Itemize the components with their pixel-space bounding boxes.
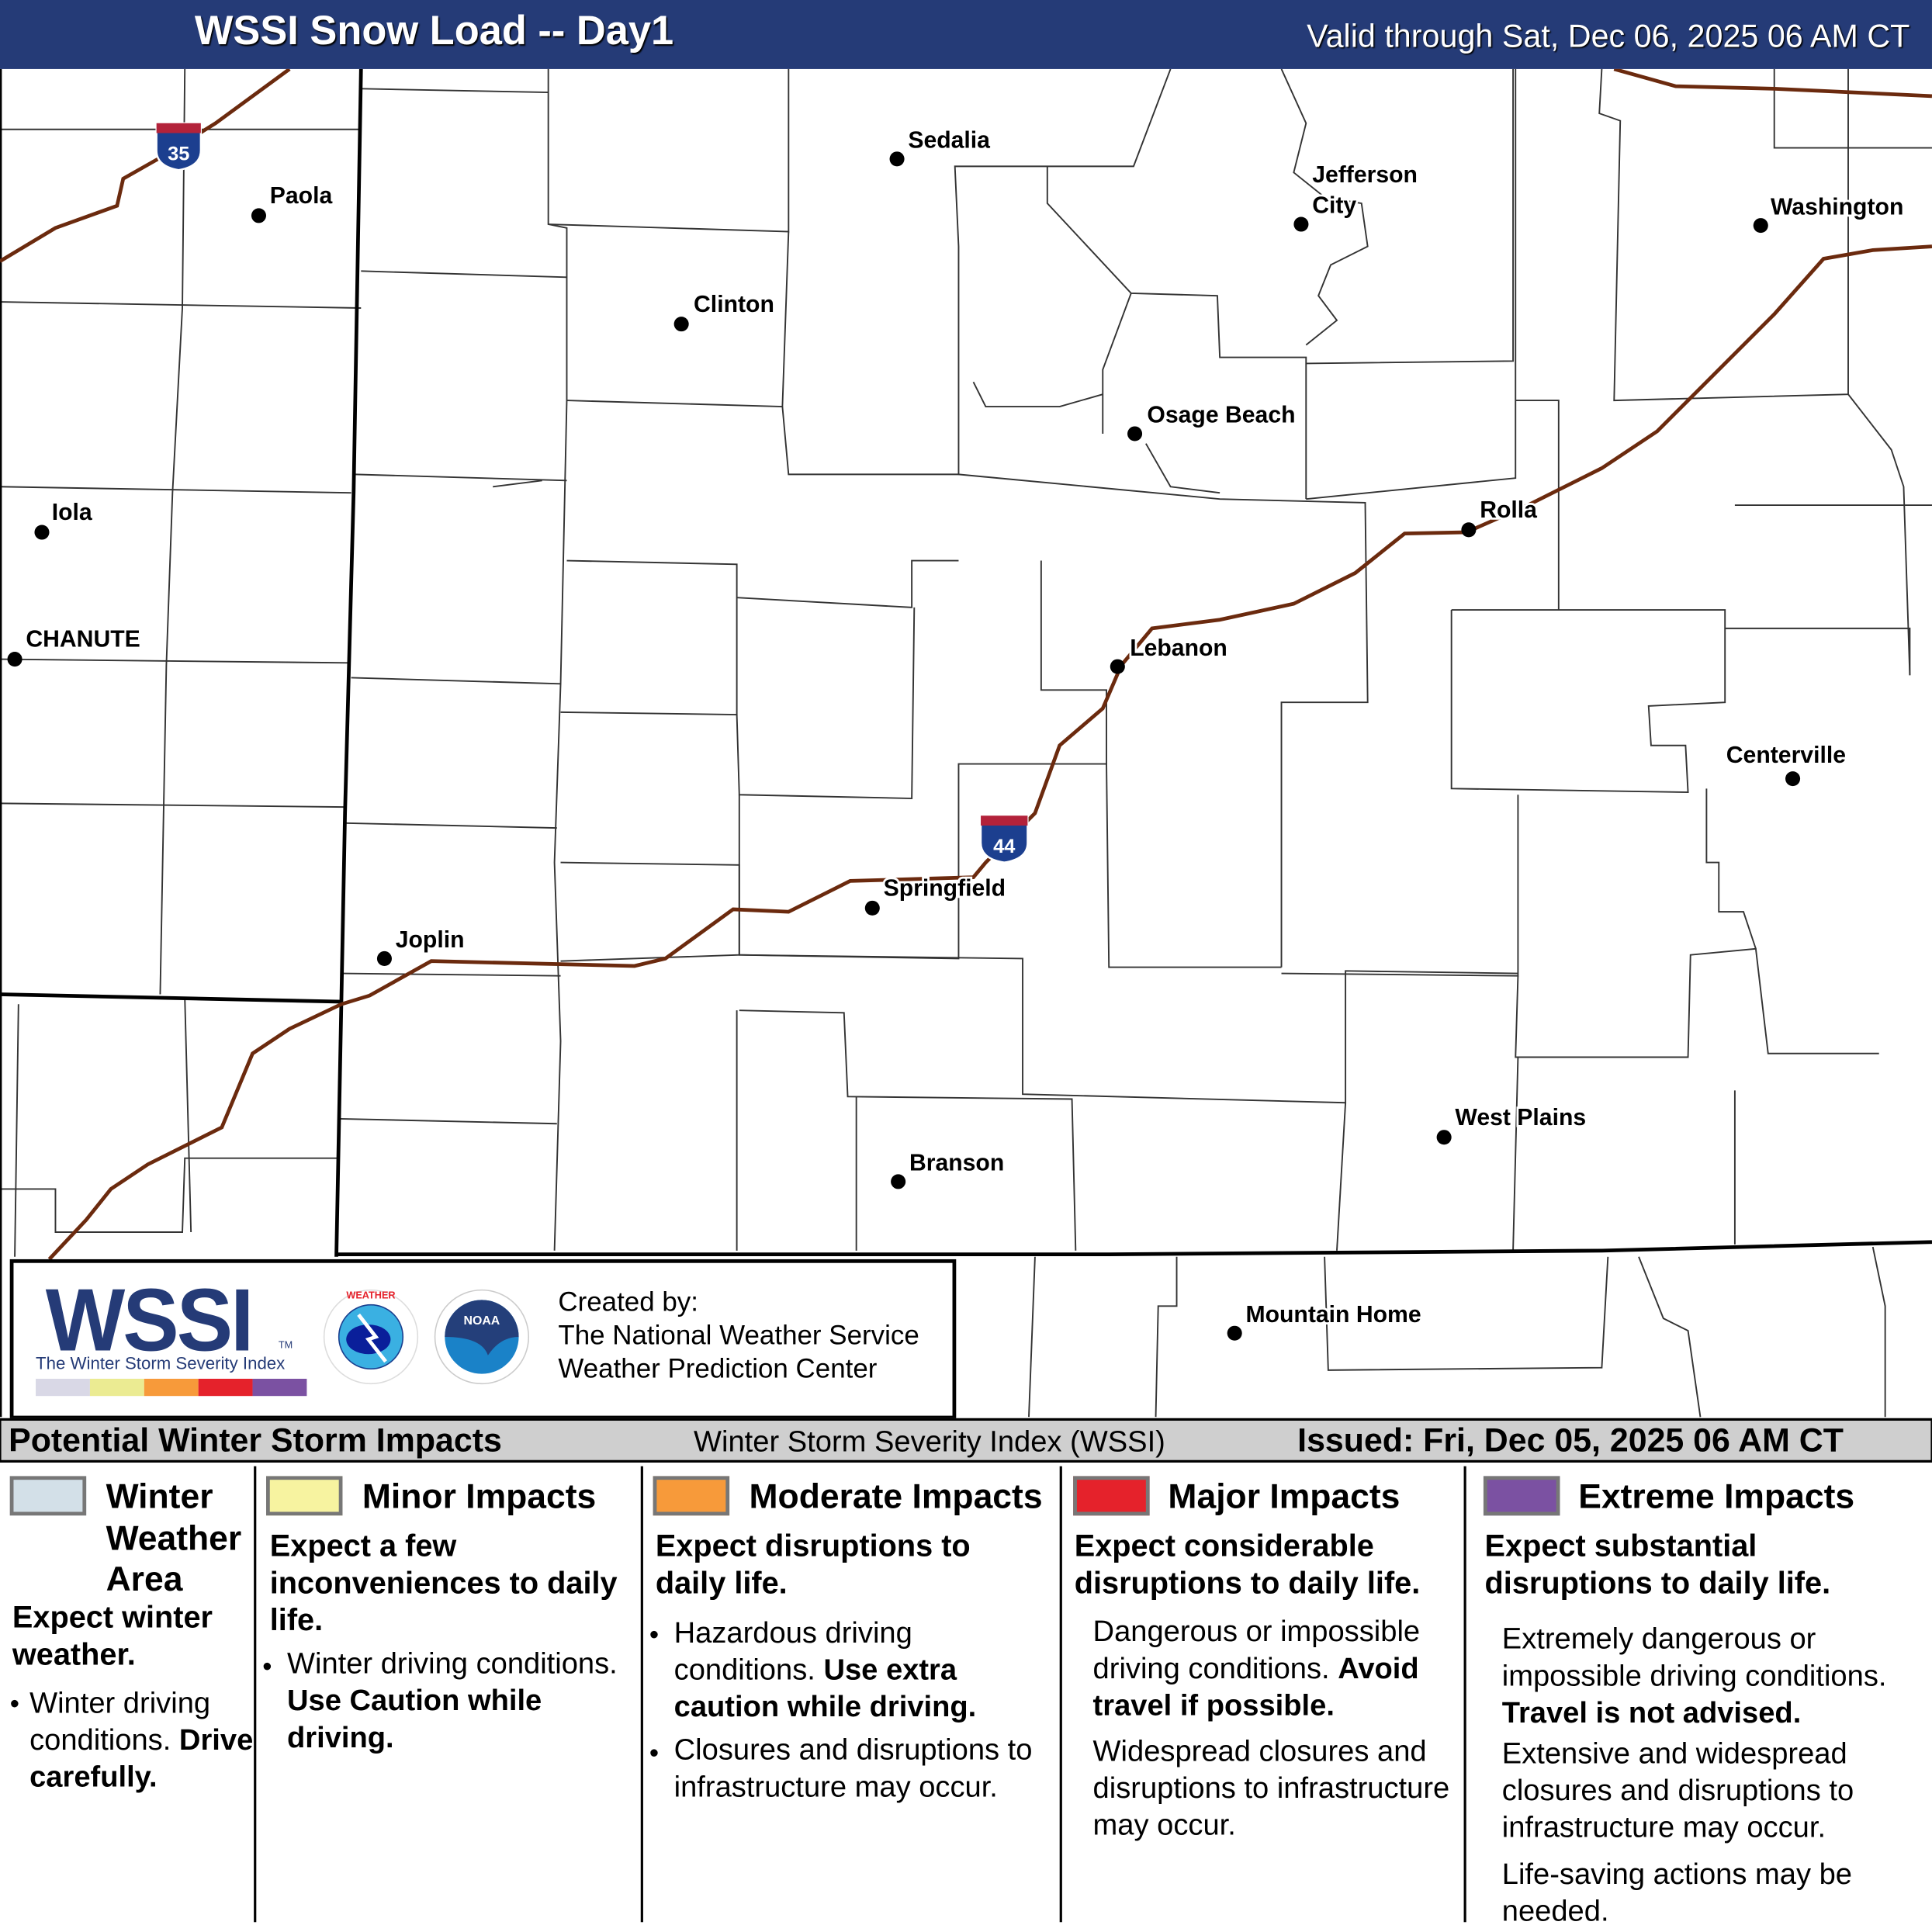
legend-title: Winter Weather Area	[106, 1477, 242, 1598]
city-springfield: Springfield	[884, 875, 1006, 901]
map-title: WSSI Snow Load -- Day1	[194, 7, 674, 54]
city-clinton: Clinton	[694, 292, 774, 317]
issued-time: Issued: Fri, Dec 05, 2025 06 AM CT	[1297, 1421, 1844, 1459]
city-centerville: Centerville	[1726, 743, 1846, 768]
header-bar: WSSI Snow Load -- Day1 Valid through Sat…	[0, 0, 1932, 69]
state-borders	[0, 68, 1932, 1418]
legend-bullet: Hazardous driving conditions. Use extra …	[673, 1616, 977, 1724]
credits-box: WSSI TM The Winter Storm Severity Index …	[9, 1259, 957, 1420]
city-washington: Washington	[1771, 194, 1903, 220]
legend-bullet: Closures and disruptions to infrastructu…	[673, 1733, 1033, 1804]
map: 35 44 Sedalia Paola Jefferson City Washi…	[0, 68, 1932, 1418]
interstate-routes	[0, 68, 1932, 1261]
city-iola: Iola	[52, 500, 92, 525]
legend-para: Extremely dangerous or impossible drivin…	[1501, 1622, 1887, 1730]
city-jefferson-2: City	[1312, 193, 1356, 219]
legend-title: Major Impacts	[1168, 1477, 1401, 1516]
county-borders	[0, 68, 1932, 1418]
interstate-44-shield: 44	[979, 815, 1029, 864]
legend-lead: Expect disruptions to daily life.	[655, 1529, 971, 1601]
legend-lead: Expect winter weather.	[12, 1600, 213, 1672]
legend-para: Extensive and widespread closures and di…	[1501, 1737, 1854, 1845]
created-by-label: Created by:	[558, 1286, 698, 1317]
svg-text:44: 44	[993, 836, 1015, 857]
divider	[640, 1466, 643, 1923]
noaa-logo-icon: NOAA	[434, 1289, 530, 1385]
nws-logo-icon: WEATHER	[323, 1289, 419, 1385]
city-jefferson: Jefferson	[1312, 162, 1418, 188]
city-markers	[7, 151, 1801, 1341]
svg-text:WEATHER: WEATHER	[346, 1290, 395, 1301]
interstate-35-shield: 35	[155, 122, 203, 171]
swatch-major	[1073, 1476, 1150, 1516]
legend-lead: Expect substantial disruptions to daily …	[1484, 1529, 1831, 1601]
legend-para: Life-saving actions may be needed.	[1501, 1858, 1853, 1929]
svg-text:35: 35	[168, 143, 189, 164]
index-name: Winter Storm Severity Index (WSSI)	[694, 1425, 1165, 1459]
swatch-minor	[266, 1476, 343, 1516]
legend-bullet: Winter driving conditions. Drive careful…	[29, 1686, 254, 1795]
divider	[1463, 1466, 1466, 1923]
city-labels: Sedalia Paola Jefferson City Washington …	[24, 126, 1906, 1330]
city-west-plains: West Plains	[1455, 1105, 1586, 1130]
trademark: TM	[278, 1339, 293, 1351]
legend-lead: Expect considerable disruptions to daily…	[1074, 1529, 1421, 1601]
wssi-subtitle: The Winter Storm Severity Index	[36, 1352, 286, 1373]
city-lebanon: Lebanon	[1130, 635, 1227, 661]
wssi-logo: WSSI	[45, 1271, 254, 1370]
swatch-extreme	[1483, 1476, 1560, 1516]
legend-title: Moderate Impacts	[749, 1477, 1043, 1516]
org-wpc: Weather Prediction Center	[558, 1352, 878, 1384]
legend-lead: Expect a few inconveniences to daily lif…	[269, 1529, 618, 1638]
city-paola: Paola	[270, 183, 333, 209]
legend-title: Minor Impacts	[362, 1477, 597, 1516]
swatch-winter-weather-area	[9, 1476, 87, 1516]
org-nws: The National Weather Service	[558, 1319, 919, 1351]
city-sedalia: Sedalia	[908, 128, 990, 154]
city-branson: Branson	[909, 1151, 1004, 1176]
city-chanute: CHANUTE	[26, 627, 140, 653]
city-mountain-home: Mountain Home	[1245, 1302, 1421, 1328]
city-joplin: Joplin	[396, 927, 465, 953]
valid-through: Valid through Sat, Dec 06, 2025 06 AM CT	[1307, 17, 1910, 54]
svg-text:NOAA: NOAA	[464, 1314, 500, 1328]
swatch-moderate	[653, 1476, 730, 1516]
legend-para: Dangerous or impossible driving conditio…	[1092, 1615, 1421, 1723]
legend-bullet: Winter driving conditions. Use Caution w…	[287, 1647, 618, 1755]
city-rolla: Rolla	[1480, 497, 1537, 523]
severity-color-scale	[36, 1378, 307, 1397]
created-by: Created by: The National Weather Service…	[558, 1285, 919, 1385]
legend-title-bar: Potential Winter Storm Impacts Winter St…	[0, 1418, 1932, 1463]
legend-heading: Potential Winter Storm Impacts	[9, 1421, 502, 1459]
legend-title: Extreme Impacts	[1578, 1477, 1855, 1516]
divider	[1059, 1466, 1062, 1923]
city-osage-beach: Osage Beach	[1147, 403, 1295, 428]
legend-para: Widespread closures and disruptions to i…	[1092, 1734, 1450, 1843]
divider	[254, 1466, 257, 1923]
